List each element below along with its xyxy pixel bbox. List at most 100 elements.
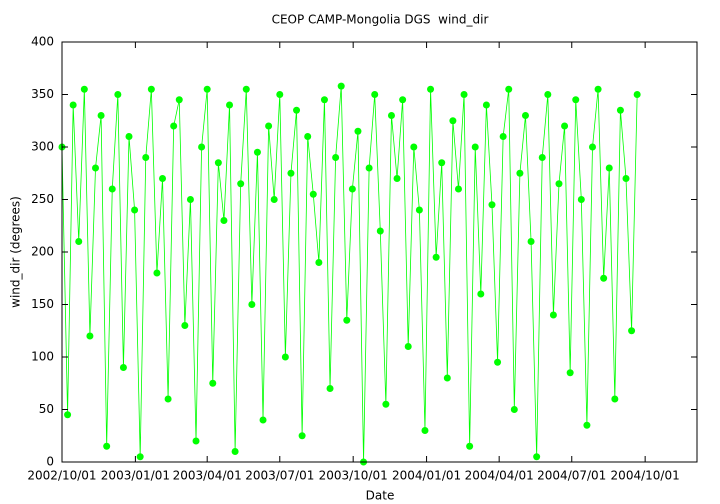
y-tick-label: 50 [39,402,54,416]
data-point [337,82,345,90]
y-tick-label: 400 [31,35,54,49]
data-point [298,432,306,440]
data-point [159,175,167,182]
data-point [248,301,256,308]
data-point [583,421,591,429]
data-point [304,133,312,140]
data-point [320,96,328,104]
data-point [354,127,362,135]
data-point [276,91,284,98]
data-point [119,364,127,371]
data-point [142,154,150,161]
x-tick-label: 2002/10/01 [27,469,96,483]
data-point [443,374,451,382]
data-point [482,101,490,109]
data-point [577,196,585,203]
y-tick-label: 200 [31,245,54,259]
data-point [488,201,496,209]
y-tick-label: 300 [31,140,54,154]
data-point [203,85,211,93]
y-tick-label: 150 [31,297,54,311]
data-point [393,175,401,182]
data-point [600,274,608,282]
x-tick-label: 2004/07/01 [537,469,606,483]
data-point [533,453,541,461]
data-point [432,253,440,261]
data-point [438,159,446,167]
data-point [103,442,111,450]
data-point [387,112,395,119]
y-tick-label: 250 [31,192,54,206]
y-tick-label: 100 [31,350,54,364]
data-point [209,379,217,387]
data-point [588,143,596,151]
plot-area [58,82,641,466]
data-point [415,206,423,214]
data-point [253,148,261,156]
data-point [449,117,457,125]
data-point [410,143,418,151]
data-point [281,353,289,361]
data-point [332,154,340,161]
data-point [399,96,407,104]
data-point [181,322,189,329]
data-point [315,259,323,266]
data-point [153,269,161,277]
data-point [136,453,144,461]
data-point [499,133,507,140]
data-point [466,442,474,450]
data-point [242,85,250,93]
data-point [365,164,373,172]
data-point [80,85,88,93]
x-tick-label: 2003/07/01 [245,469,314,483]
data-point [97,112,105,119]
x-tick-label: 2003/04/01 [173,469,242,483]
data-point [561,122,569,130]
data-point [494,358,502,366]
data-point [231,448,239,455]
data-point [404,343,412,350]
data-point [192,437,200,445]
data-point [287,169,295,177]
data-point [309,190,317,198]
data-point [108,185,116,193]
data-point [371,91,379,98]
data-point [427,85,435,93]
x-tick-label: 2004/04/01 [465,469,534,483]
data-point [164,395,172,403]
data-point [471,143,479,151]
data-point [382,400,390,408]
data-point [114,91,122,98]
chart-title: CEOP CAMP-Mongolia DGS wind_dir [272,13,489,27]
data-point [454,185,462,193]
data-point [538,154,546,161]
data-point [226,101,234,109]
data-point [611,395,619,403]
x-tick-label: 2003/01/01 [101,469,170,483]
data-point [622,175,630,182]
data-point [477,290,485,298]
data-point [594,85,602,93]
data-point [326,385,334,392]
data-point [69,101,77,109]
data-point [293,106,301,114]
x-axis-label: Date [366,489,395,503]
data-point [125,133,133,140]
data-point [521,112,529,119]
data-point [566,369,574,377]
data-point [92,164,100,172]
data-point [516,169,524,177]
data-point [348,185,356,193]
data-point [376,227,384,235]
data-point [75,238,83,245]
y-tick-label: 350 [31,87,54,101]
data-point [527,238,535,245]
data-point [198,143,206,151]
data-point [549,311,557,319]
x-tick-label: 2004/01/01 [392,469,461,483]
y-axis-label: wind_dir (degrees) [9,196,23,308]
data-point [555,180,563,188]
data-point [147,85,155,93]
data-point [259,416,267,424]
